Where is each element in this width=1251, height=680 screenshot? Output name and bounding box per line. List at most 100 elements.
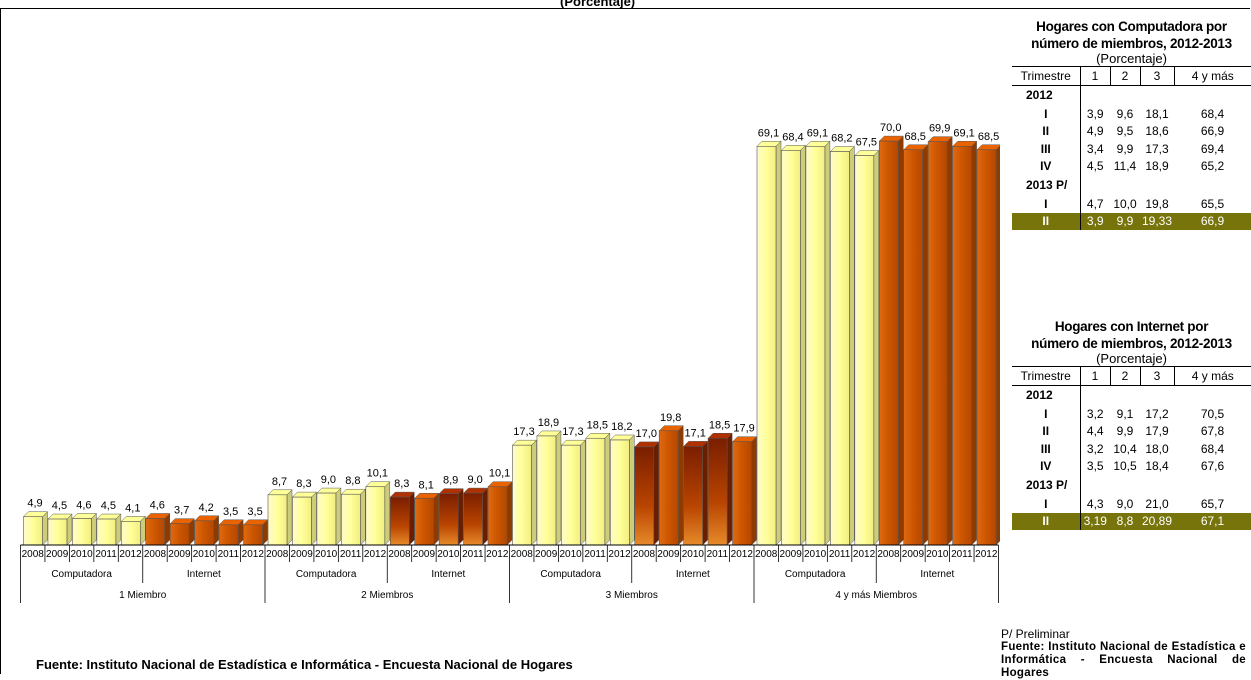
subgroup-label: Internet — [920, 569, 954, 580]
bar-front — [218, 524, 239, 546]
data-label: 4,5 — [101, 500, 116, 512]
bar-front — [707, 437, 728, 546]
data-label: 69,1 — [807, 127, 828, 139]
subgroup-label: Internet — [676, 569, 710, 580]
table-cell: 3,2 — [1079, 405, 1110, 423]
bar-front — [536, 435, 557, 546]
table-unit: (Porcentaje) — [1096, 51, 1167, 66]
subgroup-label: Internet — [187, 569, 221, 580]
bar-side — [115, 513, 122, 546]
tick-label: 2008 — [266, 549, 289, 560]
table-cell: 9,9 — [1110, 212, 1140, 230]
bar-front — [487, 486, 508, 546]
empty-cell — [1140, 385, 1174, 405]
data-label: 4,6 — [150, 499, 165, 511]
bar-front — [267, 494, 288, 546]
row-label: 2013 P/ — [1026, 478, 1068, 492]
table-cell: 18,0 — [1145, 441, 1169, 456]
bar-front — [23, 516, 43, 546]
bar-front — [463, 492, 483, 546]
bar-front — [609, 439, 630, 546]
data-label: 17,3 — [513, 426, 534, 438]
table-row: 2013 P/ — [1012, 475, 1251, 495]
empty-cell — [1110, 175, 1140, 195]
group-label: 1 Miembro — [119, 590, 167, 601]
bar-front — [121, 521, 141, 546]
table-grid: Trimestre 1 2 3 4 y más 2012 I 3,2 9,1 17,2 70,5 II… — [1012, 366, 1251, 530]
empty-cell — [1079, 85, 1110, 105]
bar — [511, 439, 538, 546]
bar — [169, 518, 195, 546]
tick-label: 2008 — [755, 549, 778, 560]
bar-side — [995, 145, 1000, 546]
bar-front — [830, 151, 850, 546]
subgroup-label: Internet — [431, 569, 465, 580]
table-header-cell: 1 — [1079, 66, 1110, 86]
bar-side — [775, 140, 782, 546]
bar — [731, 436, 758, 546]
source-note: Fuente: Instituto Nacional de Estadístic… — [36, 657, 573, 672]
bar-side — [506, 481, 513, 546]
data-label: 10,1 — [489, 468, 510, 480]
table-cell: 3,9 — [1079, 212, 1110, 230]
table-header-cell: 2 — [1109, 66, 1140, 86]
row-label: 2012 — [1026, 88, 1053, 103]
empty-cell — [1174, 385, 1251, 405]
bar — [585, 432, 611, 546]
source-note-right: Fuente: Instituto Nacional de Estadístic… — [1001, 641, 1246, 679]
tick-label: 2008 — [877, 549, 900, 560]
bar — [683, 440, 709, 546]
bar-side — [91, 512, 97, 546]
table-cell: 67,1 — [1174, 512, 1251, 530]
bar-front — [512, 444, 532, 546]
bar-front — [389, 496, 410, 546]
data-label: 8,3 — [394, 478, 409, 490]
table-cell: 10,0 — [1113, 196, 1137, 211]
data-label: 8,9 — [443, 475, 458, 487]
tick-label: 2010 — [682, 549, 705, 560]
bar — [267, 489, 293, 546]
bar — [47, 513, 73, 546]
bar-front — [145, 518, 166, 546]
bar-top — [976, 144, 1000, 151]
subgroup-label: Computadora — [540, 569, 601, 580]
row-label: 2013 P/ — [1026, 178, 1068, 192]
tick-label: 2009 — [46, 549, 69, 560]
bar-side — [653, 441, 659, 546]
bar-side — [311, 491, 317, 546]
table-cell: 20,89 — [1140, 512, 1174, 530]
table-cell: 11,4 — [1113, 159, 1137, 174]
bar — [951, 140, 978, 546]
empty-cell — [1110, 385, 1140, 405]
bar-side — [849, 145, 855, 546]
bar-side — [873, 149, 880, 546]
row-label: II — [1042, 424, 1050, 439]
bar-side — [531, 439, 537, 546]
table-row: II 4,9 9,5 18,6 66,9 — [1012, 122, 1251, 140]
bar — [829, 145, 855, 546]
bar-front — [732, 441, 752, 546]
group-label: 3 Miembros — [606, 590, 658, 601]
table-cell: 66,9 — [1200, 124, 1225, 139]
bar — [536, 430, 562, 546]
table-cell: 70,5 — [1200, 406, 1225, 421]
row-label: I — [1044, 496, 1048, 511]
bar-front — [683, 446, 703, 546]
table-header-row: Trimestre 1 2 3 4 y más — [1012, 366, 1251, 386]
bar-front — [878, 140, 899, 546]
bar — [560, 439, 587, 546]
bar — [316, 487, 342, 546]
tick-label: 2008 — [511, 549, 534, 560]
table-cell: 67,8 — [1200, 424, 1225, 439]
row-label: III — [1040, 141, 1051, 156]
bar-front — [292, 496, 312, 546]
bar — [634, 441, 660, 546]
bar-front — [169, 523, 190, 546]
data-label: 17,0 — [636, 428, 657, 440]
data-label: 68,4 — [782, 131, 803, 143]
tick-label: 2009 — [657, 549, 680, 560]
table-cell: 9,1 — [1116, 406, 1134, 421]
bar-front — [72, 518, 92, 546]
bar-side — [726, 432, 733, 546]
bar-front — [365, 486, 386, 546]
